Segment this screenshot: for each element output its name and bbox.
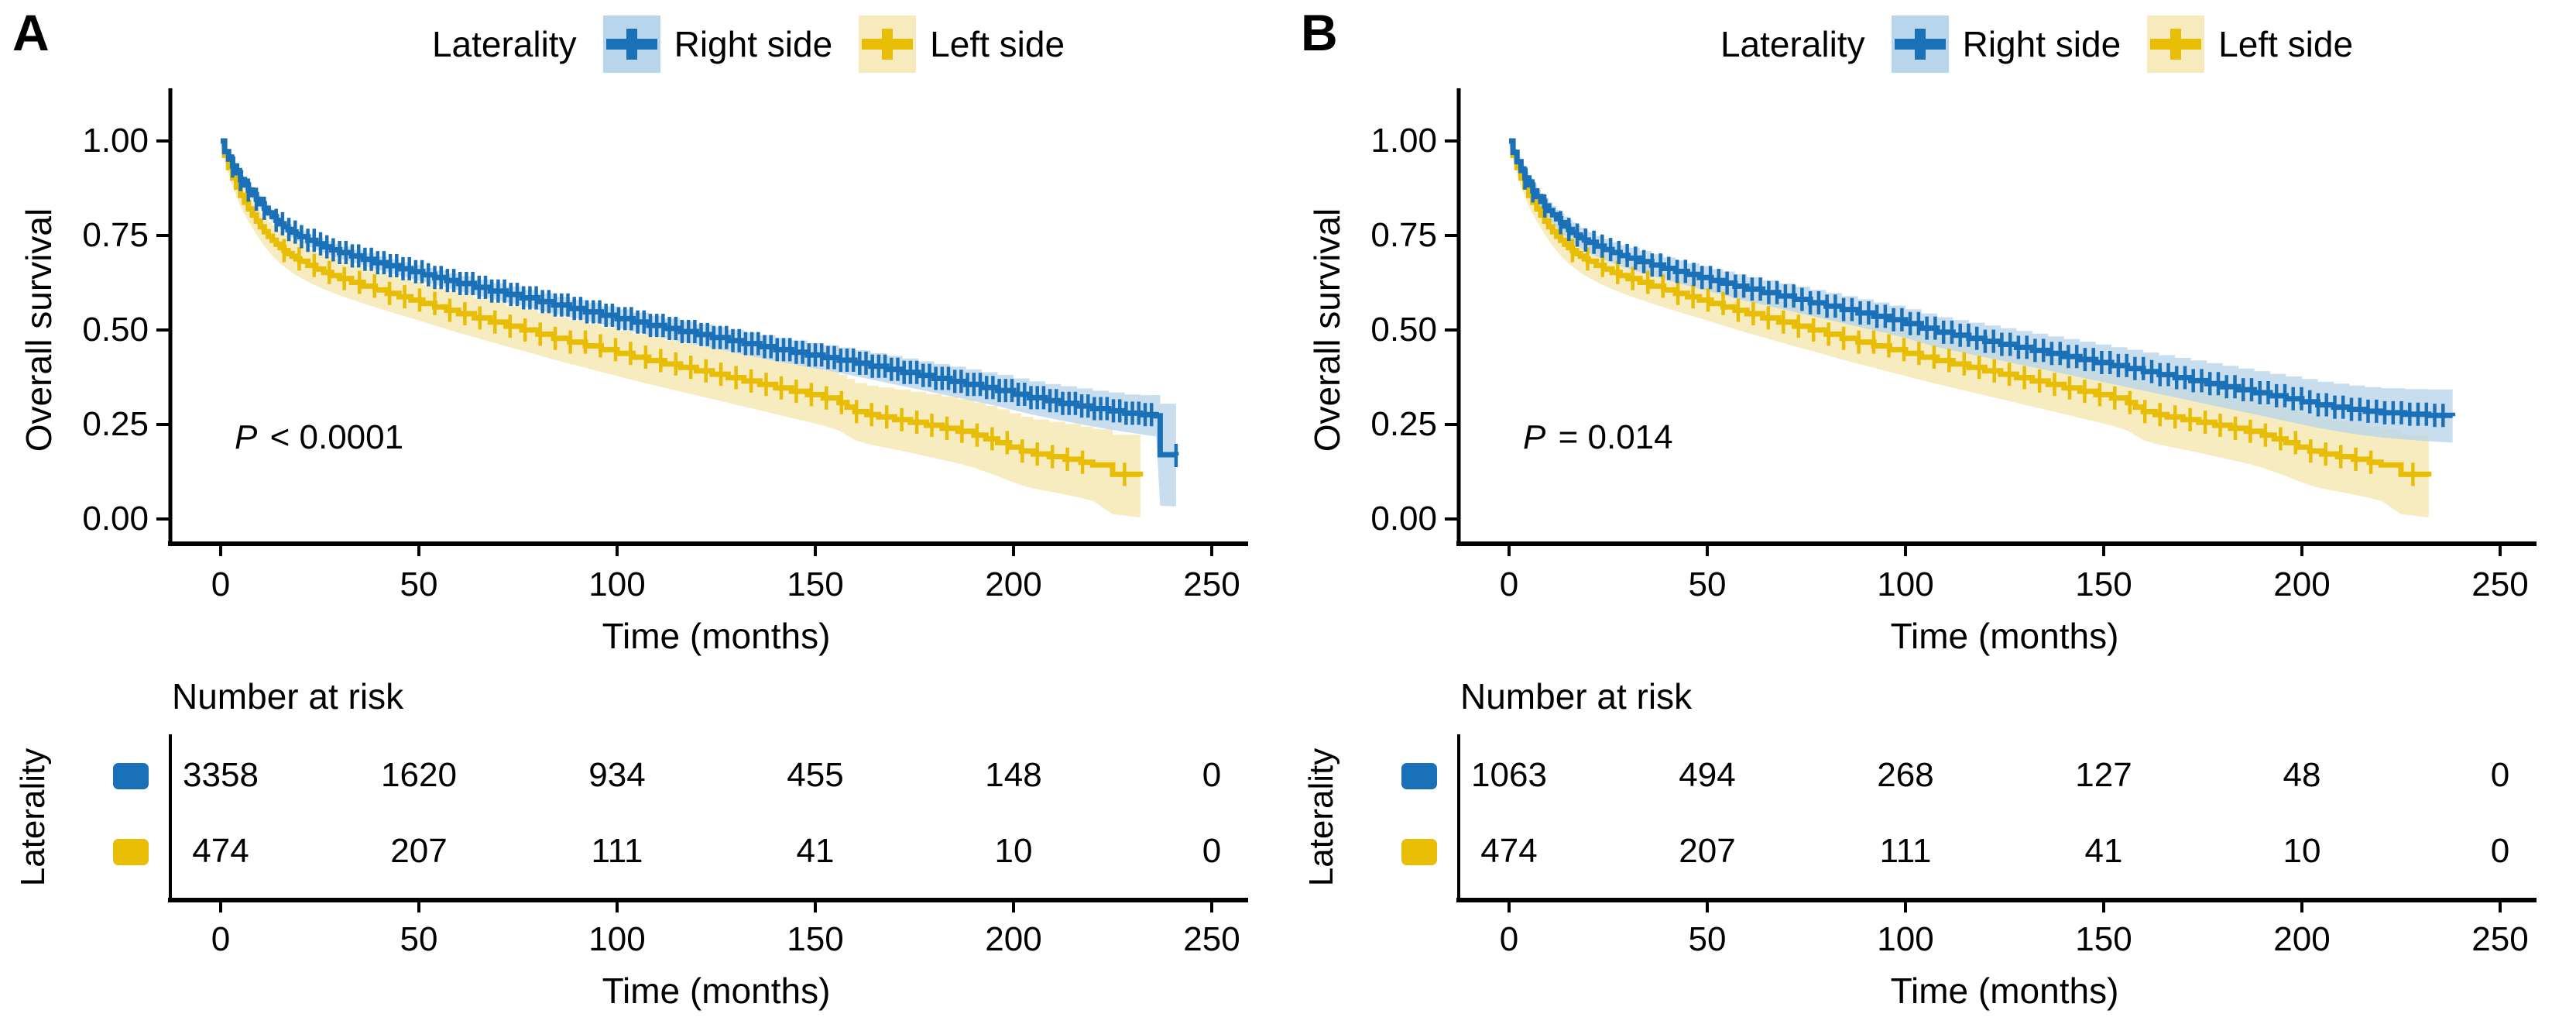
censor-ticks-left-side [1570,239,2415,486]
legend-item-left-side: Left side [859,15,1065,73]
legend-item-left-side: Left side [2147,15,2353,73]
survival-curve-left-side [221,138,1144,477]
p-value: P = 0.014 [1523,418,1673,457]
x-axis-title: Time (months) [602,616,831,656]
y-axis-title: Overall survival [1307,208,1347,452]
y-axis-title: Overall survival [19,208,59,452]
legend: Laterality Right side Left side [0,15,1288,73]
legend-key-left-icon [2147,15,2205,73]
p-value-symbol: P [235,418,258,456]
p-value-text: = 0.014 [1549,418,1673,456]
x-axis-title: Time (months) [1890,616,2119,656]
risk-x-axis-title: Time (months) [602,971,831,1011]
risk-table-group-axis-title: Laterality [1302,747,1340,887]
risk-table-group-axis-title: Laterality [14,747,52,887]
p-value-symbol: P [1523,418,1546,456]
legend: Laterality Right side Left side [1288,15,2576,73]
legend-item-label: Left side [930,24,1065,64]
number-at-risk-title: Number at risk [172,676,404,717]
legend-item-label: Right side [1962,24,2122,64]
legend-item-right-side: Right side [1891,15,2122,73]
legend-item-label: Left side [2218,24,2354,64]
legend-key-left-icon [859,15,917,73]
panel-label: B [1301,4,1339,61]
legend-title: Laterality [1720,24,1865,64]
panel-a: A Laterality Right side Left side Overal… [0,4,1288,1011]
legend-item-right-side: Right side [602,15,833,73]
panel-b: B Laterality Right side Left side Overal… [1288,0,2576,1031]
censor-ticks-left-side [282,239,1127,486]
number-at-risk-title: Number at risk [1460,676,1693,717]
legend-key-right-icon [602,15,660,73]
legend-key-right-icon [1891,15,1949,73]
confidence-band-right-side [1509,141,2453,443]
legend-title: Laterality [431,24,577,64]
censor-ticks-right-side [1523,166,2445,428]
risk-x-axis-title: Time (months) [1890,971,2119,1011]
km-plot-svg-a [156,88,1248,912]
p-value-text: < 0.0001 [260,418,404,456]
survival-curve-left-side [1509,138,2432,477]
censor-ticks-right-side [231,154,1178,467]
p-value: P < 0.0001 [235,418,403,457]
panel-label: A [12,4,50,61]
legend-item-label: Right side [674,24,833,64]
km-plot-svg-b [1445,88,2537,912]
